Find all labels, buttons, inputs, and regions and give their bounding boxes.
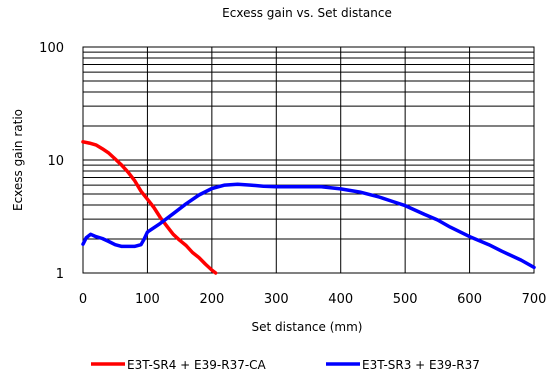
legend-label-1: E3T-SR4 + E39-R37-CA [127, 358, 267, 372]
x-tick-labels: 0 100 200 300 400 500 600 700 [79, 292, 547, 307]
y-axis-label: Ecxess gain ratio [11, 109, 25, 211]
x-tick-label: 200 [199, 292, 224, 307]
x-tick-label: 100 [135, 292, 160, 307]
plot-area-frame [82, 46, 535, 274]
y-tick-label: 1 [56, 267, 64, 282]
x-tick-label: 700 [522, 292, 547, 307]
y-tick-labels: 1 10 100 [39, 41, 64, 282]
y-tick-label: 100 [39, 41, 64, 56]
x-tick-label: 0 [79, 292, 87, 307]
y-tick-label: 10 [47, 154, 64, 169]
legend-label-2: E3T-SR3 + E39-R37 [362, 358, 480, 372]
x-tick-label: 300 [264, 292, 289, 307]
x-axis-label: Set distance (mm) [252, 320, 363, 334]
series-layer [81, 140, 536, 275]
x-tick-label: 600 [457, 292, 482, 307]
x-tick-label: 500 [393, 292, 418, 307]
x-tick-label: 400 [328, 292, 353, 307]
legend: E3T-SR4 + E39-R37-CA E3T-SR3 + E39-R37 [91, 358, 480, 372]
chart-title: Ecxess gain vs. Set distance [222, 6, 392, 20]
series-line-2 [81, 182, 536, 270]
grid-lines [82, 47, 535, 274]
series-line-1 [81, 140, 218, 275]
